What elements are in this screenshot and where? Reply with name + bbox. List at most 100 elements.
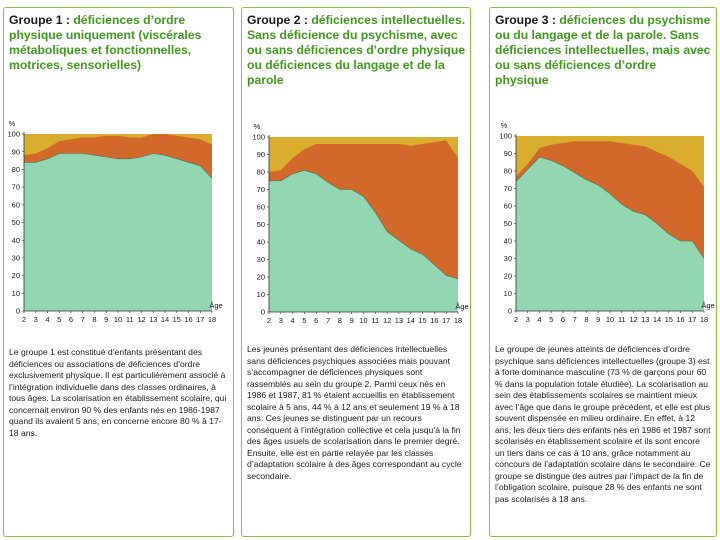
x-tick-label: 13 [641,315,649,324]
panel-title: Groupe 3 : déficiences du psychisme ou d… [495,13,712,88]
y-tick-label: 30 [12,254,20,263]
x-tick-label: 14 [161,315,169,324]
panel-groupe-2: Groupe 2 : déficiences intellectuelles. … [241,7,471,537]
y-tick-label: 30 [504,254,512,263]
area-establishment [24,153,212,311]
x-tick-label: 3 [279,316,283,325]
x-tick-label: 6 [314,316,318,325]
y-tick-label: 100 [499,132,512,141]
panel-title: Groupe 1 : déficiences d’ordre physique … [9,13,229,73]
y-tick-label: 0 [16,307,20,316]
x-tick-label: 6 [561,315,565,324]
y-tick-label: 40 [504,237,512,246]
x-tick-label: 8 [584,315,588,324]
x-tick-label: 3 [526,315,530,324]
y-tick-label: 90 [12,147,20,156]
x-tick-label: 17 [442,316,450,325]
series-line-establishment [269,169,459,280]
x-tick-label: 16 [676,315,684,324]
y-tick-label: 50 [504,219,512,228]
chart-groupe-1: 0 10 20 30 40 50 60 70 80 90 100% 2 3 4 5 6 7 8 9 10 11 12 13 1… [7,119,222,324]
y-tick-label: 20 [504,272,512,281]
panel-groupe-1: Groupe 1 : déficiences d’ordre physique … [3,7,234,537]
x-tick-label: 13 [395,316,403,325]
y-tick-label: 10 [504,289,512,298]
x-tick-label: 9 [350,316,354,325]
panel-title: Groupe 2 : déficiences intellectuelles. … [247,13,466,88]
y-tick-label: 70 [504,184,512,193]
y-axis-label: % [501,121,508,130]
x-tick-label: 16 [184,315,192,324]
x-tick-label: 10 [114,315,122,324]
x-tick-label: 16 [430,316,438,325]
x-tick-label: 10 [359,316,367,325]
y-tick-label: 60 [504,202,512,211]
x-tick-label: 2 [514,315,518,324]
x-tick-label: 7 [81,315,85,324]
x-tick-label: 5 [302,316,306,325]
x-tick-label: 13 [149,315,157,324]
chart-groupe-2: 0 10 20 30 40 50 60 70 80 90 100% 2 3 4 5 6 7 8 9 10 11 12 13 1… [252,122,468,325]
series-line-establishment [24,153,213,179]
x-tick-label: 18 [208,315,216,324]
x-tick-label: 11 [371,316,379,325]
x-tick-label: 12 [629,315,637,324]
x-tick-label: 6 [69,315,73,324]
y-tick-label: 80 [257,168,265,177]
y-tick-label: 70 [257,185,265,194]
x-tick-label: 17 [688,315,696,324]
panel-text: Le groupe de jeunes atteints de déficien… [495,344,711,504]
x-tick-label: 11 [618,315,626,324]
x-tick-label: 12 [383,316,391,325]
y-tick-label: 50 [257,220,265,229]
x-tick-label: 9 [596,315,600,324]
x-tick-label: 12 [137,315,145,324]
x-tick-label: 15 [418,316,426,325]
x-axis-label: Âge [701,301,714,310]
x-tick-label: 8 [338,316,342,325]
x-tick-label: 14 [653,315,661,324]
x-tick-label: 10 [606,315,614,324]
x-tick-label: 18 [454,316,462,325]
y-tick-label: 100 [252,133,265,142]
x-axis-label: Âge [455,302,468,311]
y-tick-label: 0 [508,307,512,316]
x-tick-label: 2 [22,315,26,324]
panel-text: Les jeunes présentant des déficiences in… [247,344,462,481]
y-tick-label: 60 [12,200,20,209]
title-tail: déficiences intellectuelles. Sans défici… [247,13,466,87]
y-tick-label: 70 [12,183,20,192]
title-tail: déficiences du psychisme ou du langage e… [495,13,711,87]
y-tick-label: 10 [257,290,265,299]
y-axis-label: % [9,119,16,128]
y-tick-label: 80 [12,165,20,174]
y-tick-label: 100 [7,130,20,139]
panel-text: Le groupe 1 est constitué d’enfants prés… [9,347,227,438]
x-axis-label: Âge [209,301,222,310]
x-tick-label: 15 [173,315,181,324]
x-tick-label: 4 [45,315,49,324]
x-tick-label: 8 [92,315,96,324]
area-establishment [516,157,704,311]
title-lead: Groupe 2 : [247,13,312,27]
y-tick-label: 50 [12,218,20,227]
y-tick-label: 20 [12,271,20,280]
x-tick-label: 18 [700,315,708,324]
area-establishment [269,170,458,312]
x-tick-label: 11 [126,315,134,324]
x-tick-label: 5 [549,315,553,324]
x-tick-label: 7 [326,316,330,325]
y-tick-label: 90 [504,149,512,158]
x-tick-label: 4 [537,315,541,324]
title-lead: Groupe 3 : [495,13,560,27]
x-tick-label: 14 [407,316,415,325]
y-tick-label: 90 [257,150,265,159]
y-tick-label: 60 [257,203,265,212]
x-tick-label: 5 [57,315,61,324]
x-tick-label: 9 [104,315,108,324]
chart-groupe-3: 0 10 20 30 40 50 60 70 80 90 100% 2 3 4 5 6 7 8 9 10 11 12 13 1… [499,121,714,324]
x-tick-label: 3 [34,315,38,324]
y-tick-label: 30 [257,255,265,264]
y-tick-label: 80 [504,167,512,176]
x-tick-label: 17 [196,315,204,324]
